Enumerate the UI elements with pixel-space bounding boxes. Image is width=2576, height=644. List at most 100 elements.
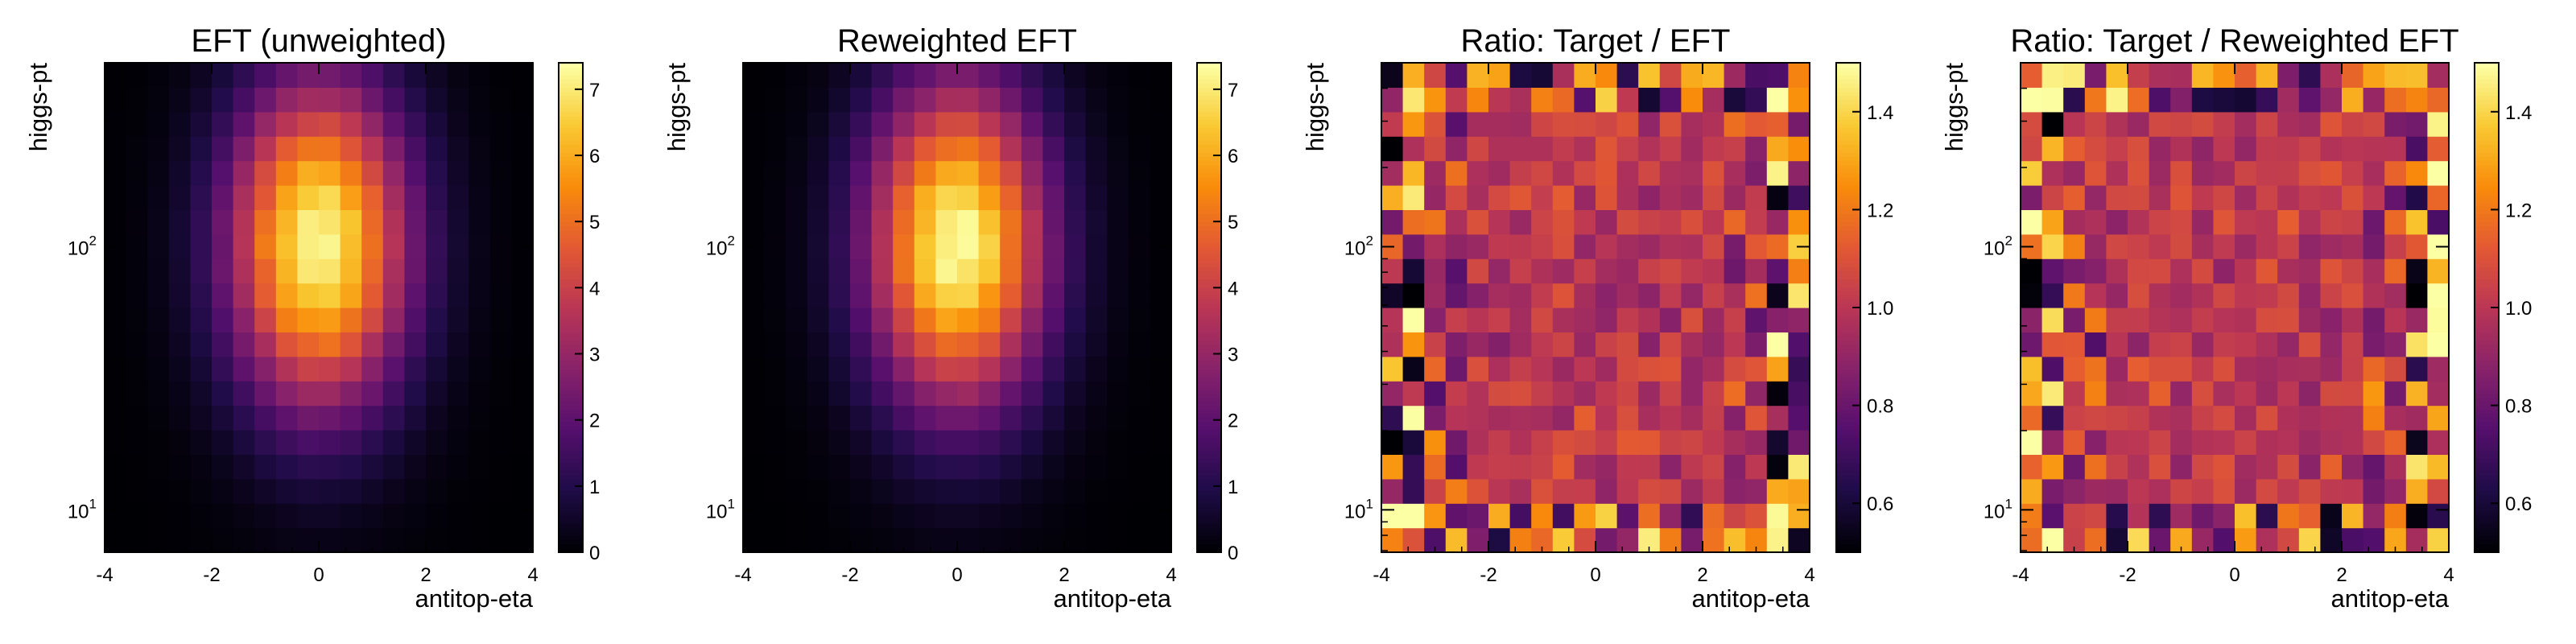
heatmap-cell (764, 233, 786, 259)
heatmap-cell (1509, 185, 1532, 210)
heatmap-cell (978, 136, 1001, 162)
colorbar-segment (2475, 107, 2499, 113)
heatmap-cell (743, 332, 766, 357)
colorbar-segment (559, 172, 583, 178)
heatmap-cell (1085, 430, 1108, 455)
heatmap-cell (105, 308, 127, 332)
colorbar-segment (1197, 217, 1221, 223)
heatmap-cell (1638, 332, 1661, 357)
heatmap-cell (2363, 87, 2385, 113)
colorbar-segment (1197, 397, 1221, 402)
heatmap-cell (764, 405, 786, 431)
colorbar-segment (2475, 377, 2499, 382)
heatmap-cell (2041, 430, 2064, 455)
heatmap-cell (2277, 381, 2300, 407)
heatmap-cell (2128, 308, 2150, 332)
heatmap-cell (2128, 185, 2150, 210)
colorbar-segment (1197, 539, 1221, 545)
heatmap-cell (893, 63, 915, 88)
heatmap-cell (2170, 381, 2193, 407)
colorbar-segment (1836, 128, 1860, 133)
heatmap-cell (1107, 430, 1129, 455)
heatmap-cell (1745, 209, 1768, 235)
heatmap-cell (1681, 87, 1703, 113)
heatmap-cell (382, 454, 405, 480)
heatmap-cell (2149, 405, 2171, 431)
heatmap-cell (2405, 209, 2428, 235)
heatmap-cell (361, 63, 384, 88)
heatmap-cell (2213, 233, 2235, 259)
heatmap-cell (893, 308, 915, 332)
heatmap-cell (1724, 233, 1746, 259)
heatmap-cell (2063, 233, 2086, 259)
heatmap-cell (511, 111, 534, 137)
colorbar-tick-label: 6 (589, 146, 600, 167)
heatmap-cell (914, 209, 936, 235)
colorbar-segment (1197, 535, 1221, 541)
heatmap-cell (147, 405, 170, 431)
heatmap-cell (297, 233, 320, 259)
heatmap-cell (489, 332, 512, 357)
heatmap-cell (2149, 381, 2171, 407)
heatmap-cell (2320, 503, 2343, 529)
heatmap-cell (2128, 405, 2150, 431)
heatmap-cell (1402, 332, 1425, 357)
heatmap-cell (1128, 478, 1150, 504)
heatmap-cell (1574, 308, 1596, 332)
heatmap-cell (2170, 308, 2193, 332)
heatmap-cell (1000, 283, 1022, 308)
heatmap-cell (1128, 503, 1150, 529)
colorbar-segment (1836, 291, 1860, 296)
heatmap-cell (2427, 209, 2450, 235)
colorbar-segment (2475, 115, 2499, 121)
heatmap-cell (914, 405, 936, 431)
colorbar-segment (1197, 180, 1221, 186)
heatmap-cell (2363, 454, 2385, 480)
heatmap-cell (1745, 308, 1768, 332)
heatmap-cell (1681, 527, 1703, 553)
colorbar-segment (1836, 425, 1860, 431)
heatmap-cell (447, 185, 469, 210)
heatmap-cell (1766, 63, 1789, 88)
colorbar-segment (1197, 491, 1221, 496)
heatmap-cell (1766, 454, 1789, 480)
colorbar-segment (1197, 356, 1221, 361)
heatmap-cell (786, 87, 808, 113)
heatmap-cell (147, 209, 170, 235)
heatmap-cell (1638, 233, 1661, 259)
heatmap-cell (340, 209, 362, 235)
heatmap-cell (2106, 233, 2128, 259)
colorbar-segment (2475, 254, 2499, 259)
heatmap-cell (850, 381, 873, 407)
colorbar-segment (559, 225, 583, 231)
heatmap-cell (1488, 356, 1511, 382)
heatmap-cell (1531, 454, 1554, 480)
heatmap-cell (1085, 209, 1108, 235)
heatmap-cell (1042, 454, 1065, 480)
colorbar-segment (1197, 324, 1221, 328)
heatmap-cell (190, 258, 213, 284)
heatmap-cell (2084, 454, 2107, 480)
heatmap-cell (2021, 527, 2043, 553)
heatmap-cell (2170, 87, 2193, 113)
colorbar-segment (559, 486, 583, 492)
heatmap-cell (743, 87, 766, 113)
heatmap-cell (914, 527, 936, 553)
heatmap-cell (1638, 454, 1661, 480)
colorbar-segment (1836, 409, 1860, 415)
heatmap-cell (2363, 478, 2385, 504)
colorbar-tick-label: 1.0 (2505, 298, 2532, 320)
heatmap-cell (893, 478, 915, 504)
heatmap-cell (893, 160, 915, 186)
heatmap-cell (489, 111, 512, 137)
heatmap-cell (1042, 185, 1065, 210)
colorbar-segment (1836, 148, 1860, 154)
colorbar-segment (559, 328, 583, 332)
heatmap-cell (2213, 527, 2235, 553)
colorbar-segment (1197, 156, 1221, 162)
heatmap-cell (469, 111, 491, 137)
heatmap-cell (1745, 63, 1768, 88)
colorbar-segment (559, 364, 583, 369)
heatmap-cell (489, 233, 512, 259)
colorbar-segment (2475, 519, 2499, 525)
